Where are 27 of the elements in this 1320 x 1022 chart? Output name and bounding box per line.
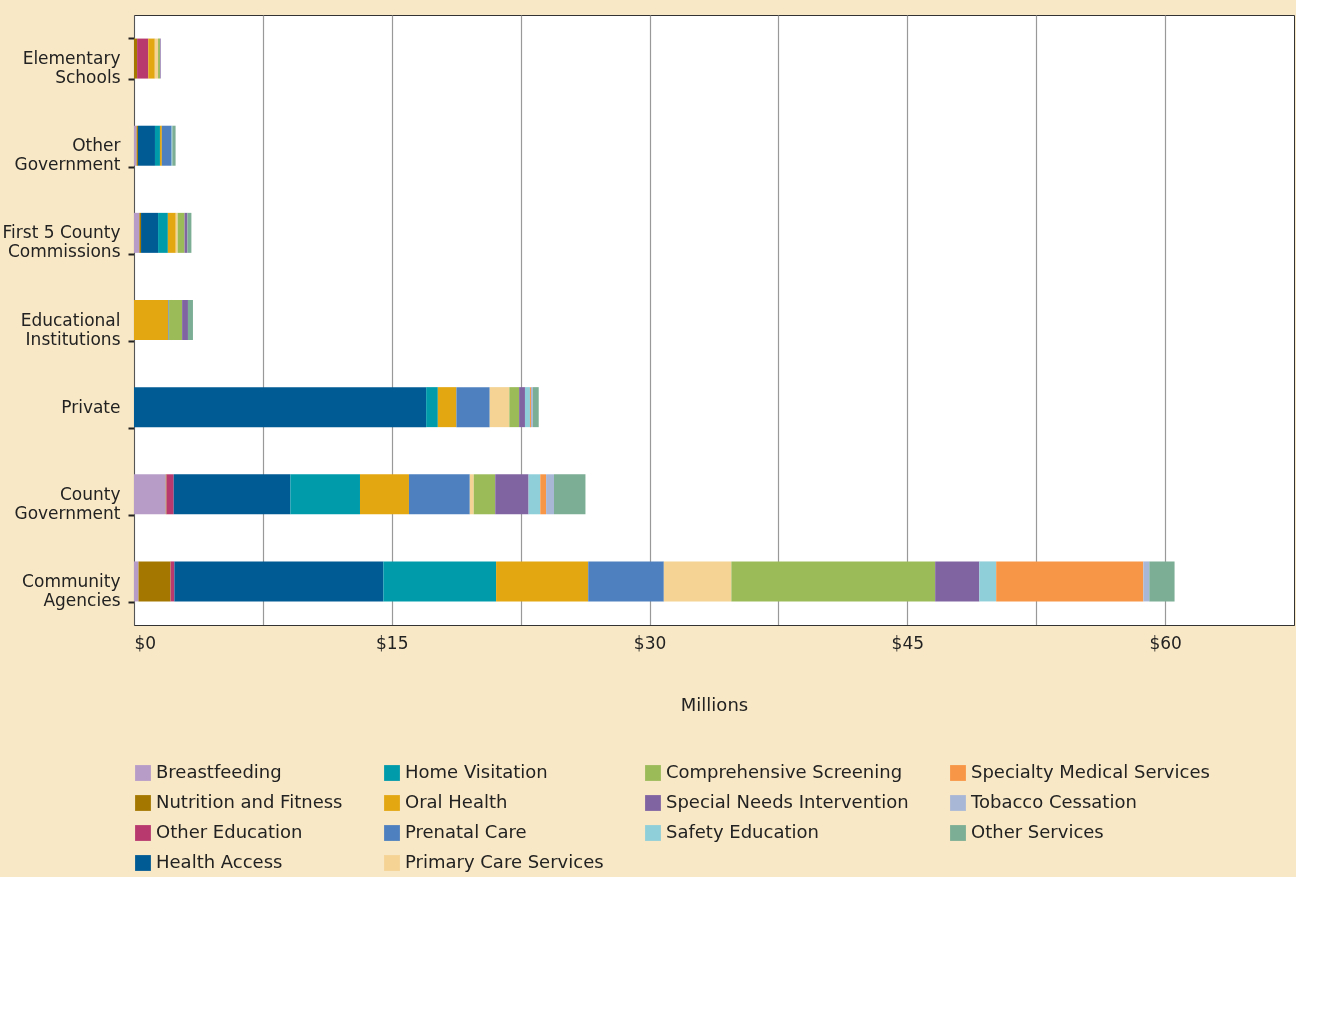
legend-label: Comprehensive Screening <box>666 761 903 782</box>
y-tick-label: First 5 County Commissions <box>2 222 121 262</box>
legend-label: Tobacco Cessation <box>970 791 1137 812</box>
legend-label: Other Services <box>971 821 1104 842</box>
legend-label: Special Needs Intervention <box>666 791 909 812</box>
y-tick-label: Other Government <box>14 135 121 175</box>
legend-label: Other Education <box>156 821 303 842</box>
legend-label: Home Visitation <box>405 761 548 782</box>
legend-label: Health Access <box>156 851 283 872</box>
x-tick-label: $0 <box>134 632 157 653</box>
y-tick-label: Elementary Schools <box>22 48 121 88</box>
y-tick-label: Educational Institutions <box>20 309 121 349</box>
legend-label: Specialty Medical Services <box>971 761 1210 782</box>
y-tick-label: County Government <box>14 483 121 523</box>
legend-label: Nutrition and Fitness <box>156 791 343 812</box>
y-tick-label: Private <box>61 396 121 417</box>
legend-label: Oral Health <box>405 791 508 812</box>
x-tick-label: $60 <box>1149 632 1182 653</box>
y-tick-label: Community Agencies <box>22 570 121 610</box>
legend-label: Safety Education <box>666 821 819 842</box>
legend-label: Prenatal Care <box>405 821 527 842</box>
x-tick-label: $45 <box>891 632 925 653</box>
x-tick-label: $30 <box>633 632 667 653</box>
legend-label: Breastfeeding <box>156 761 282 782</box>
x-tick-label: $15 <box>376 632 409 653</box>
x-axis-title: Millions <box>680 693 749 715</box>
legend-label: Primary Care Services <box>405 851 604 872</box>
